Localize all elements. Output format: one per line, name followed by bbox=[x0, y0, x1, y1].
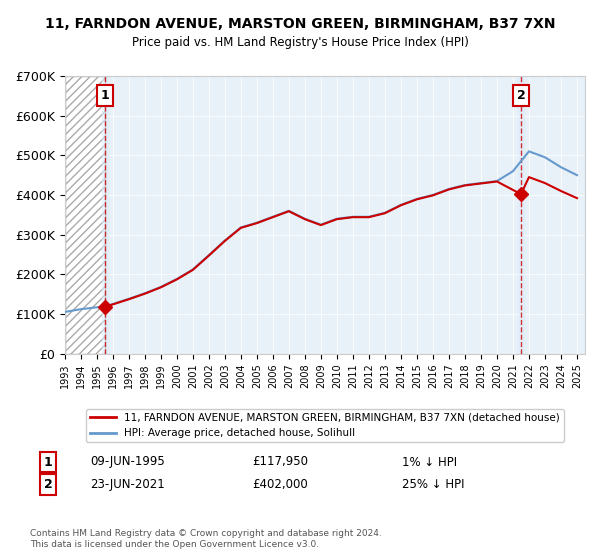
11, FARNDON AVENUE, MARSTON GREEN, BIRMINGHAM, B37 7XN (detached house) bbox=[430, 192, 437, 199]
HPI: Average price, detached house, Solihull: (2e+03, 2.85e+05): Average price, detached house, Solihull:… bbox=[221, 237, 229, 244]
11, FARNDON AVENUE, MARSTON GREEN, BIRMINGHAM, B37 7XN (detached house) bbox=[381, 210, 388, 217]
HPI: Average price, detached house, Solihull: (1.99e+03, 1.05e+05): Average price, detached house, Solihull:… bbox=[61, 309, 68, 315]
11, FARNDON AVENUE, MARSTON GREEN, BIRMINGHAM, B37 7XN (detached house) bbox=[574, 195, 581, 202]
HPI: Average price, detached house, Solihull: (2.02e+03, 4.5e+05): Average price, detached house, Solihull:… bbox=[574, 172, 581, 179]
11, FARNDON AVENUE, MARSTON GREEN, BIRMINGHAM, B37 7XN (detached house) bbox=[109, 301, 116, 308]
11, FARNDON AVENUE, MARSTON GREEN, BIRMINGHAM, B37 7XN (detached house) bbox=[493, 178, 500, 185]
HPI: Average price, detached house, Solihull: (2.02e+03, 4.95e+05): Average price, detached house, Solihull:… bbox=[541, 154, 548, 161]
HPI: Average price, detached house, Solihull: (2.02e+03, 4.35e+05): Average price, detached house, Solihull:… bbox=[493, 178, 500, 184]
HPI: Average price, detached house, Solihull: (2.02e+03, 4.6e+05): Average price, detached house, Solihull:… bbox=[509, 168, 517, 175]
Text: £117,950: £117,950 bbox=[252, 455, 308, 469]
Text: 25% ↓ HPI: 25% ↓ HPI bbox=[402, 478, 464, 491]
HPI: Average price, detached house, Solihull: (2.02e+03, 4.15e+05): Average price, detached house, Solihull:… bbox=[445, 186, 452, 193]
Legend: 11, FARNDON AVENUE, MARSTON GREEN, BIRMINGHAM, B37 7XN (detached house), HPI: Av: 11, FARNDON AVENUE, MARSTON GREEN, BIRMI… bbox=[86, 409, 564, 442]
11, FARNDON AVENUE, MARSTON GREEN, BIRMINGHAM, B37 7XN (detached house) bbox=[333, 216, 340, 222]
HPI: Average price, detached house, Solihull: (2e+03, 1.38e+05): Average price, detached house, Solihull:… bbox=[125, 296, 133, 302]
HPI: Average price, detached house, Solihull: (2.02e+03, 4e+05): Average price, detached house, Solihull:… bbox=[430, 192, 437, 198]
11, FARNDON AVENUE, MARSTON GREEN, BIRMINGHAM, B37 7XN (detached house) bbox=[173, 276, 181, 283]
Text: 23-JUN-2021: 23-JUN-2021 bbox=[90, 478, 165, 491]
Text: Price paid vs. HM Land Registry's House Price Index (HPI): Price paid vs. HM Land Registry's House … bbox=[131, 36, 469, 49]
Bar bbox=[518, 76, 524, 353]
11, FARNDON AVENUE, MARSTON GREEN, BIRMINGHAM, B37 7XN (detached house) bbox=[461, 182, 469, 189]
Text: 2: 2 bbox=[517, 89, 526, 102]
11, FARNDON AVENUE, MARSTON GREEN, BIRMINGHAM, B37 7XN (detached house) bbox=[397, 202, 404, 209]
HPI: Average price, detached house, Solihull: (2.01e+03, 3.6e+05): Average price, detached house, Solihull:… bbox=[285, 207, 292, 214]
11, FARNDON AVENUE, MARSTON GREEN, BIRMINGHAM, B37 7XN (detached house) bbox=[221, 237, 229, 244]
11, FARNDON AVENUE, MARSTON GREEN, BIRMINGHAM, B37 7XN (detached house) bbox=[141, 290, 148, 297]
11, FARNDON AVENUE, MARSTON GREEN, BIRMINGHAM, B37 7XN (detached house) bbox=[445, 186, 452, 193]
HPI: Average price, detached house, Solihull: (2.01e+03, 3.45e+05): Average price, detached house, Solihull:… bbox=[349, 213, 356, 220]
HPI: Average price, detached house, Solihull: (2e+03, 3.3e+05): Average price, detached house, Solihull:… bbox=[253, 220, 260, 226]
11, FARNDON AVENUE, MARSTON GREEN, BIRMINGHAM, B37 7XN (detached house) bbox=[557, 188, 565, 194]
Text: Contains HM Land Registry data © Crown copyright and database right 2024.
This d: Contains HM Land Registry data © Crown c… bbox=[30, 529, 382, 549]
11, FARNDON AVENUE, MARSTON GREEN, BIRMINGHAM, B37 7XN (detached house) bbox=[413, 196, 421, 203]
HPI: Average price, detached house, Solihull: (2.01e+03, 3.55e+05): Average price, detached house, Solihull:… bbox=[381, 209, 388, 216]
HPI: Average price, detached house, Solihull: (2.01e+03, 3.45e+05): Average price, detached house, Solihull:… bbox=[365, 213, 373, 220]
Bar bbox=[65, 76, 105, 353]
HPI: Average price, detached house, Solihull: (2.02e+03, 5.1e+05): Average price, detached house, Solihull:… bbox=[526, 148, 533, 155]
11, FARNDON AVENUE, MARSTON GREEN, BIRMINGHAM, B37 7XN (detached house) bbox=[157, 284, 164, 291]
HPI: Average price, detached house, Solihull: (2.01e+03, 3.4e+05): Average price, detached house, Solihull:… bbox=[301, 216, 308, 222]
11, FARNDON AVENUE, MARSTON GREEN, BIRMINGHAM, B37 7XN (detached house) bbox=[205, 253, 212, 259]
11, FARNDON AVENUE, MARSTON GREEN, BIRMINGHAM, B37 7XN (detached house) bbox=[517, 191, 524, 198]
HPI: Average price, detached house, Solihull: (2.01e+03, 3.45e+05): Average price, detached house, Solihull:… bbox=[269, 213, 277, 220]
HPI: Average price, detached house, Solihull: (2e+03, 1.19e+05): Average price, detached house, Solihull:… bbox=[101, 303, 109, 310]
11, FARNDON AVENUE, MARSTON GREEN, BIRMINGHAM, B37 7XN (detached house) bbox=[253, 220, 260, 226]
Text: 1: 1 bbox=[44, 455, 52, 469]
Text: 09-JUN-1995: 09-JUN-1995 bbox=[90, 455, 165, 469]
Line: 11, FARNDON AVENUE, MARSTON GREEN, BIRMINGHAM, B37 7XN (detached house): 11, FARNDON AVENUE, MARSTON GREEN, BIRMI… bbox=[105, 177, 577, 307]
HPI: Average price, detached house, Solihull: (2.01e+03, 3.25e+05): Average price, detached house, Solihull:… bbox=[317, 221, 325, 228]
Text: 1: 1 bbox=[100, 89, 109, 102]
HPI: Average price, detached house, Solihull: (2.02e+03, 4.25e+05): Average price, detached house, Solihull:… bbox=[461, 181, 469, 188]
11, FARNDON AVENUE, MARSTON GREEN, BIRMINGHAM, B37 7XN (detached house) bbox=[365, 214, 373, 221]
HPI: Average price, detached house, Solihull: (2e+03, 1.88e+05): Average price, detached house, Solihull:… bbox=[173, 276, 181, 282]
11, FARNDON AVENUE, MARSTON GREEN, BIRMINGHAM, B37 7XN (detached house) bbox=[101, 304, 109, 310]
HPI: Average price, detached house, Solihull: (2.01e+03, 3.75e+05): Average price, detached house, Solihull:… bbox=[397, 202, 404, 208]
HPI: Average price, detached house, Solihull: (2.02e+03, 4.3e+05): Average price, detached house, Solihull:… bbox=[478, 180, 485, 186]
HPI: Average price, detached house, Solihull: (1.99e+03, 1.12e+05): Average price, detached house, Solihull:… bbox=[77, 306, 85, 312]
11, FARNDON AVENUE, MARSTON GREEN, BIRMINGHAM, B37 7XN (detached house) bbox=[541, 180, 548, 186]
HPI: Average price, detached house, Solihull: (2.02e+03, 3.9e+05): Average price, detached house, Solihull:… bbox=[413, 195, 421, 202]
HPI: Average price, detached house, Solihull: (2.01e+03, 3.4e+05): Average price, detached house, Solihull:… bbox=[333, 216, 340, 222]
11, FARNDON AVENUE, MARSTON GREEN, BIRMINGHAM, B37 7XN (detached house) bbox=[301, 216, 308, 222]
Text: 1% ↓ HPI: 1% ↓ HPI bbox=[402, 455, 457, 469]
11, FARNDON AVENUE, MARSTON GREEN, BIRMINGHAM, B37 7XN (detached house) bbox=[317, 222, 325, 228]
11, FARNDON AVENUE, MARSTON GREEN, BIRMINGHAM, B37 7XN (detached house) bbox=[237, 225, 244, 231]
HPI: Average price, detached house, Solihull: (2e+03, 2.12e+05): Average price, detached house, Solihull:… bbox=[189, 266, 196, 273]
HPI: Average price, detached house, Solihull: (2e+03, 2.48e+05): Average price, detached house, Solihull:… bbox=[205, 252, 212, 259]
11, FARNDON AVENUE, MARSTON GREEN, BIRMINGHAM, B37 7XN (detached house) bbox=[189, 267, 196, 273]
Text: £402,000: £402,000 bbox=[252, 478, 308, 491]
HPI: Average price, detached house, Solihull: (2e+03, 1.25e+05): Average price, detached house, Solihull:… bbox=[109, 301, 116, 307]
Bar bbox=[65, 76, 105, 353]
HPI: Average price, detached house, Solihull: (2e+03, 1.68e+05): Average price, detached house, Solihull:… bbox=[157, 283, 164, 290]
HPI: Average price, detached house, Solihull: (2e+03, 3.18e+05): Average price, detached house, Solihull:… bbox=[237, 224, 244, 231]
Bar bbox=[101, 76, 108, 353]
11, FARNDON AVENUE, MARSTON GREEN, BIRMINGHAM, B37 7XN (detached house) bbox=[285, 208, 292, 214]
Text: 11, FARNDON AVENUE, MARSTON GREEN, BIRMINGHAM, B37 7XN: 11, FARNDON AVENUE, MARSTON GREEN, BIRMI… bbox=[45, 17, 555, 31]
HPI: Average price, detached house, Solihull: (2e+03, 1.52e+05): Average price, detached house, Solihull:… bbox=[141, 290, 148, 297]
HPI: Average price, detached house, Solihull: (2.02e+03, 4.7e+05): Average price, detached house, Solihull:… bbox=[557, 164, 565, 171]
11, FARNDON AVENUE, MARSTON GREEN, BIRMINGHAM, B37 7XN (detached house) bbox=[349, 214, 356, 221]
11, FARNDON AVENUE, MARSTON GREEN, BIRMINGHAM, B37 7XN (detached house) bbox=[269, 214, 277, 221]
Line: HPI: Average price, detached house, Solihull: HPI: Average price, detached house, Soli… bbox=[65, 151, 577, 312]
Text: 2: 2 bbox=[44, 478, 52, 491]
11, FARNDON AVENUE, MARSTON GREEN, BIRMINGHAM, B37 7XN (detached house) bbox=[478, 180, 485, 187]
11, FARNDON AVENUE, MARSTON GREEN, BIRMINGHAM, B37 7XN (detached house) bbox=[125, 296, 133, 302]
11, FARNDON AVENUE, MARSTON GREEN, BIRMINGHAM, B37 7XN (detached house) bbox=[526, 174, 533, 180]
